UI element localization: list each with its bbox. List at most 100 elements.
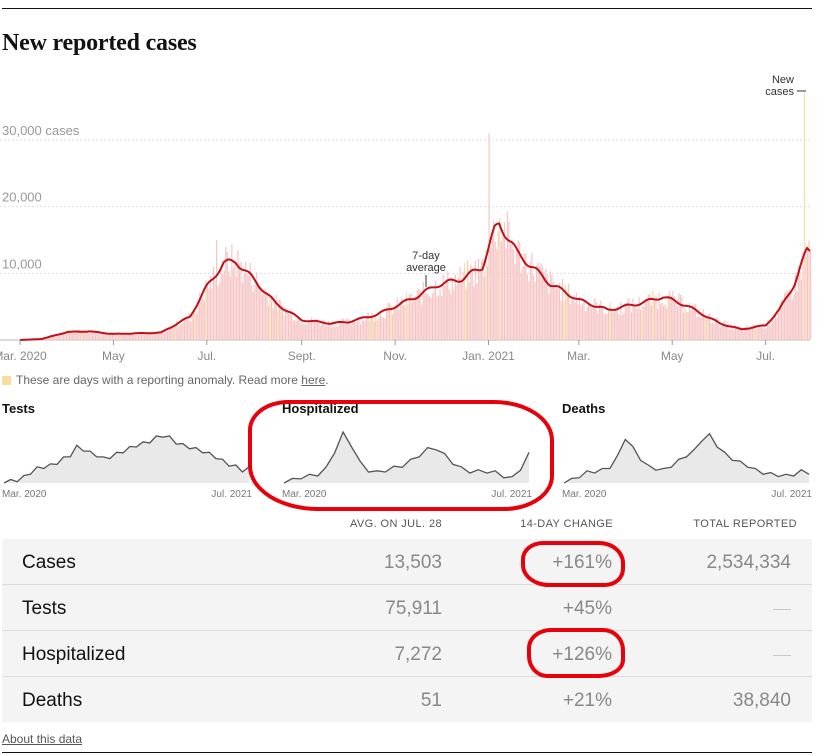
- daily-cases-bar: [525, 253, 527, 340]
- daily-cases-bar: [523, 253, 525, 340]
- row-avg: 7,272: [394, 644, 442, 665]
- daily-cases-bar: [604, 313, 607, 340]
- daily-cases-bar: [705, 316, 708, 340]
- daily-cases-bar: [162, 330, 164, 340]
- daily-cases-bar: [402, 304, 404, 340]
- markup-circle-hospitalized: [248, 400, 554, 511]
- daily-cases-bar: [526, 274, 528, 340]
- daily-cases-bar: [237, 250, 239, 340]
- daily-cases-bar: [189, 321, 192, 340]
- daily-cases-bar: [692, 304, 694, 340]
- daily-cases-bar: [160, 332, 163, 340]
- daily-cases-bar: [649, 294, 651, 340]
- anomaly-read-more-link[interactable]: here: [301, 373, 326, 387]
- daily-cases-bar: [779, 306, 781, 340]
- daily-cases-bar: [220, 264, 222, 340]
- row-change: +45%: [562, 598, 612, 619]
- y-tick-label: 20,000: [2, 190, 42, 205]
- daily-cases-bar: [618, 314, 620, 340]
- daily-cases-bar: [623, 312, 625, 340]
- x-tick-label: Jul.: [197, 349, 216, 363]
- daily-cases-bar: [646, 300, 648, 340]
- x-tick-label: Jul.: [756, 349, 775, 363]
- daily-cases-bar: [231, 244, 233, 340]
- daily-cases-bar: [179, 325, 181, 340]
- daily-cases-bar: [690, 310, 692, 340]
- daily-cases-bar: [163, 330, 166, 340]
- daily-cases-bar: [793, 294, 795, 340]
- daily-cases-bar: [209, 275, 212, 340]
- daily-cases-bar: [176, 320, 178, 340]
- daily-cases-bar: [471, 267, 473, 340]
- annotation-new-cases-text: cases: [765, 86, 794, 98]
- daily-cases-bar: [378, 317, 380, 340]
- daily-cases-bar: [98, 330, 100, 340]
- annotation-average-text: average: [406, 262, 446, 274]
- daily-cases-bar: [168, 328, 170, 340]
- daily-cases-bar: [462, 271, 464, 340]
- daily-cases-bar: [153, 331, 155, 340]
- daily-cases-bar: [245, 261, 247, 340]
- row-label: Tests: [22, 598, 67, 619]
- daily-cases-bar: [186, 320, 189, 340]
- daily-cases-bar: [275, 294, 277, 340]
- daily-cases-bar: [91, 333, 94, 340]
- daily-cases-bar: [724, 321, 726, 340]
- table-row: Tests 75,911 +45%: [2, 585, 812, 631]
- daily-cases-bar: [500, 241, 502, 340]
- daily-cases-bar: [614, 309, 616, 340]
- daily-cases-bar: [154, 332, 156, 340]
- daily-cases-bar: [595, 302, 597, 340]
- x-tick-label: Mar.: [567, 349, 590, 363]
- daily-cases-bar: [698, 308, 700, 340]
- daily-cases-bar: [200, 299, 202, 340]
- daily-cases-bar: [615, 308, 617, 340]
- daily-cases-bar: [765, 327, 767, 340]
- daily-cases-bar: [780, 299, 783, 340]
- daily-cases-bar: [151, 332, 153, 340]
- daily-cases-bar: [652, 289, 654, 340]
- y-tick-labels: 10,000 20,000 30,000 cases: [2, 123, 80, 271]
- markup-circle-cases-change: [521, 541, 625, 587]
- daily-cases-bar: [140, 333, 143, 340]
- sparkline-line: [563, 432, 810, 484]
- daily-cases-bar: [232, 268, 235, 340]
- daily-cases-bar: [361, 317, 363, 340]
- daily-cases-bar: [454, 274, 457, 340]
- daily-cases-bar: [624, 303, 626, 340]
- daily-cases-bar: [312, 322, 314, 340]
- daily-cases-bar: [693, 304, 695, 340]
- about-data-link[interactable]: About this data: [2, 732, 83, 746]
- daily-cases-bar: [385, 307, 388, 340]
- daily-cases-bar: [261, 294, 264, 340]
- daily-cases-bar: [594, 298, 596, 340]
- daily-cases-bar: [425, 294, 427, 340]
- daily-cases-bar: [643, 306, 645, 340]
- daily-cases-bar: [448, 289, 450, 340]
- sparkline-title-tests: Tests: [2, 401, 35, 416]
- daily-cases-bar: [629, 306, 631, 340]
- daily-cases-bar: [272, 308, 274, 340]
- daily-cases-bar: [712, 322, 714, 340]
- daily-cases-bar: [122, 334, 124, 340]
- daily-cases-bar: [396, 297, 398, 340]
- daily-cases-bar: [517, 240, 519, 340]
- daily-cases-bar: [583, 299, 585, 340]
- daily-cases-bar: [796, 291, 798, 340]
- daily-cases-bar: [332, 321, 334, 340]
- daily-cases-bar: [494, 241, 496, 340]
- daily-cases-bar: [390, 305, 392, 340]
- daily-cases-bar: [223, 270, 225, 340]
- daily-cases-bar: [571, 300, 573, 340]
- daily-cases-bar: [750, 328, 752, 340]
- daily-cases-bar: [271, 295, 273, 340]
- daily-cases-bar: [199, 292, 201, 340]
- daily-cases-bar: [166, 331, 169, 340]
- sparkline-area: [4, 436, 249, 483]
- daily-cases-bar: [229, 276, 231, 340]
- daily-cases-bar: [79, 330, 81, 340]
- daily-cases-bar: [659, 304, 662, 340]
- daily-cases-bar: [364, 320, 366, 340]
- sparkline-line: [3, 435, 250, 484]
- daily-cases-bar: [679, 294, 682, 340]
